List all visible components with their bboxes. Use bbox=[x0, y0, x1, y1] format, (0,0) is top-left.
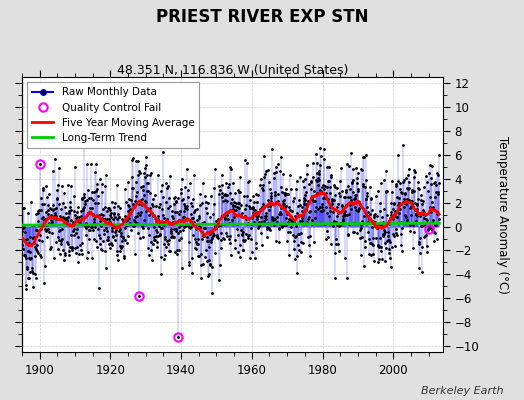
Legend: Raw Monthly Data, Quality Control Fail, Five Year Moving Average, Long-Term Tren: Raw Monthly Data, Quality Control Fail, … bbox=[27, 82, 200, 148]
Text: PRIEST RIVER EXP STN: PRIEST RIVER EXP STN bbox=[156, 8, 368, 26]
Text: Berkeley Earth: Berkeley Earth bbox=[421, 386, 503, 396]
Y-axis label: Temperature Anomaly (°C): Temperature Anomaly (°C) bbox=[496, 136, 509, 294]
Title: 48.351 N, 116.836 W (United States): 48.351 N, 116.836 W (United States) bbox=[117, 64, 348, 77]
